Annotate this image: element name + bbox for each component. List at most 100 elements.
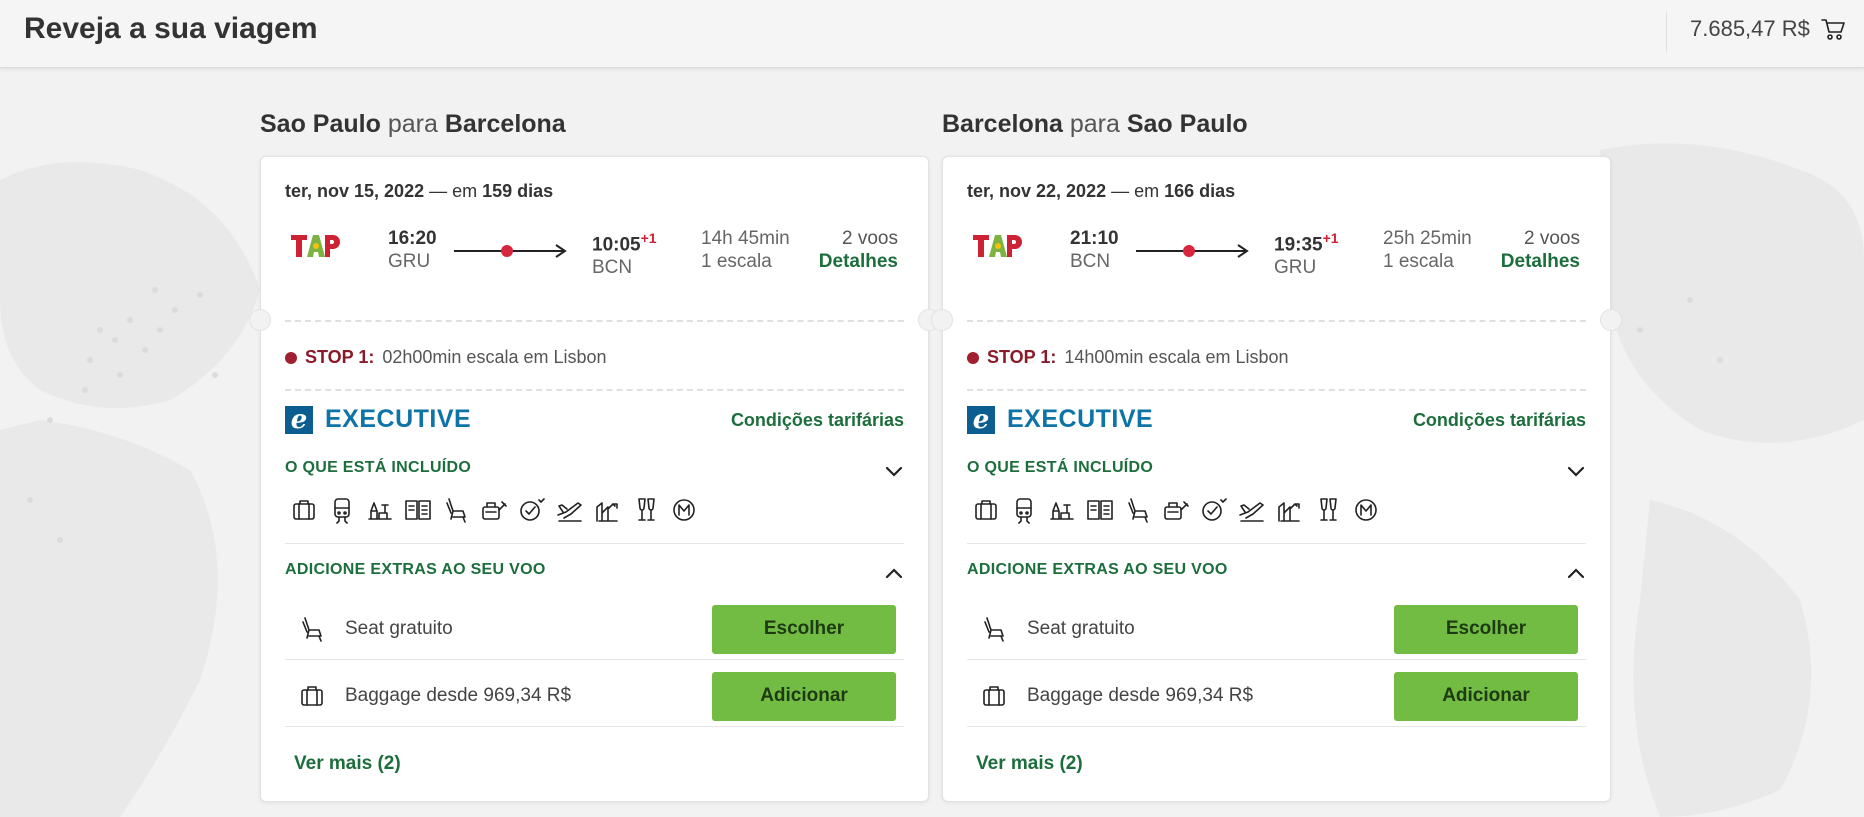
arrival-code: GRU (1274, 257, 1317, 279)
seat-icon (446, 498, 466, 523)
choose-seat-button[interactable]: Escolher (712, 604, 896, 654)
extras-heading[interactable]: ADICIONE EXTRAS AO SEU VOO (967, 561, 1228, 578)
route-line-icon (454, 244, 567, 258)
stop-count: 1 escala (701, 251, 772, 272)
duration-info: 14h 45min 1 escala (701, 227, 790, 273)
duration-info: 25h 25min 1 escala (1383, 227, 1472, 273)
cart-button[interactable]: 7.685,47 R$ (1690, 16, 1846, 42)
departure-code: GRU (388, 251, 431, 272)
trip-card: ter, nov 22, 2022 — em 166 dias 21:10 BC… (931, 156, 1622, 802)
extra-label: Baggage desde 969,34 R$ (345, 685, 572, 706)
chevron-up-icon[interactable] (884, 563, 904, 583)
baggage-icon (975, 500, 997, 520)
upgrade-icon (1278, 502, 1300, 522)
route-origin: Barcelona (942, 110, 1063, 138)
route-title: Sao Paulo para Barcelona (260, 108, 929, 148)
arrival-time: 19:35 (1274, 234, 1323, 256)
return-trip: Barcelona para Sao Paulo ter, nov 22, 20… (931, 108, 1622, 802)
row-divider (967, 726, 1586, 727)
fare-conditions-link[interactable]: Condições tarifárias (1412, 410, 1586, 430)
cabin-name: EXECUTIVE (1007, 405, 1154, 433)
flight-date-sep: — em (1111, 181, 1160, 201)
see-more-link[interactable]: Ver mais (2) (976, 753, 1083, 774)
arrival-day-offset: +1 (1322, 230, 1339, 246)
lounge-icon (368, 502, 392, 520)
arrival-code: BCN (592, 257, 633, 279)
details-link[interactable]: Detalhes (1500, 251, 1580, 272)
extras-heading[interactable]: ADICIONE EXTRAS AO SEU VOO (285, 561, 546, 578)
train-icon (334, 498, 350, 524)
top-bar: Reveja a sua viagem 7.685,47 R$ (0, 0, 1864, 68)
tap-logo-icon (291, 235, 340, 257)
days-until: 166 dias (1164, 181, 1236, 201)
route-destination: Barcelona (444, 110, 566, 138)
upgrade-icon (596, 502, 618, 522)
cabin-class: e EXECUTIVE (967, 405, 1153, 434)
baggage-icon (983, 686, 1005, 706)
card-notch (249, 309, 271, 331)
flight-date-value: ter, nov 15, 2022 (285, 181, 425, 201)
baggage-icon (293, 500, 315, 520)
seat-icon (984, 617, 1004, 642)
boarding-icon (557, 502, 582, 522)
stop-count: 1 escala (1383, 251, 1454, 272)
page-title: Reveja a sua viagem (24, 12, 318, 45)
section-divider (967, 543, 1586, 544)
chevron-down-icon[interactable] (884, 461, 904, 481)
tap-logo-icon (973, 235, 1022, 257)
boarding-icon (1239, 502, 1264, 522)
departure-info: 16:20 GRU (388, 227, 437, 273)
executive-badge-icon: e (967, 405, 995, 434)
drinks-icon (1320, 498, 1337, 521)
stop-info: STOP 1: 14h00min escala em Lisbon (967, 347, 1289, 368)
cabin-name: EXECUTIVE (325, 405, 472, 433)
days-until: 159 dias (482, 181, 554, 201)
extra-label: Seat gratuito (1027, 618, 1135, 639)
arrival-time: 10:05 (592, 234, 641, 256)
dashed-divider (285, 320, 904, 322)
choose-seat-button[interactable]: Escolher (1394, 604, 1578, 654)
trip-card: ter, nov 15, 2022 — em 159 dias 16:20 GR… (249, 156, 940, 802)
priority-icon (1202, 498, 1227, 521)
stop-text: 14h00min escala em Lisbon (1064, 347, 1289, 367)
dashed-divider (967, 320, 1586, 322)
included-heading[interactable]: O QUE ESTÁ INCLUÍDO (285, 459, 472, 476)
chevron-up-icon[interactable] (1566, 563, 1586, 583)
details-link[interactable]: Detalhes (818, 251, 898, 272)
departure-time: 16:20 (388, 228, 437, 249)
route-destination: Sao Paulo (1126, 110, 1248, 138)
cart-icon (1821, 19, 1845, 40)
extra-seat: Seat gratuito Escolher (967, 599, 1578, 659)
add-baggage-button[interactable]: Adicionar (712, 671, 896, 721)
priority-icon (520, 498, 545, 521)
arrival-info: 10:05+1 BCN (592, 227, 657, 279)
miles-icon (1355, 499, 1377, 521)
stop-label: STOP 1: (305, 347, 375, 367)
route-connector: para (387, 110, 438, 138)
lounge-icon (1050, 502, 1074, 520)
add-baggage-button[interactable]: Adicionar (1394, 671, 1578, 721)
press-icon (405, 500, 431, 520)
outbound-trip: Sao Paulo para Barcelona ter, nov 15, 20… (249, 108, 940, 802)
section-divider (285, 543, 904, 544)
stop-text: 02h00min escala em Lisbon (382, 347, 607, 367)
route-origin: Sao Paulo (260, 110, 381, 138)
fare-conditions-link[interactable]: Condições tarifárias (730, 410, 904, 430)
header-divider (1666, 12, 1667, 52)
route-line-icon (1136, 244, 1249, 258)
extra-label: Baggage desde 969,34 R$ (1027, 685, 1254, 706)
see-more-link[interactable]: Ver mais (2) (294, 753, 401, 774)
departure-info: 21:10 BCN (1070, 227, 1119, 273)
extra-label: Seat gratuito (345, 618, 453, 639)
row-divider (285, 659, 904, 660)
flight-date: ter, nov 15, 2022 — em 159 dias (285, 181, 553, 202)
meal-icon (1164, 501, 1189, 520)
flight-date-value: ter, nov 22, 2022 (967, 181, 1107, 201)
included-heading[interactable]: O QUE ESTÁ INCLUÍDO (967, 459, 1154, 476)
row-divider (967, 659, 1586, 660)
departure-time: 21:10 (1070, 228, 1119, 249)
chevron-down-icon[interactable] (1566, 461, 1586, 481)
miles-icon (673, 499, 695, 521)
card-notch (931, 309, 953, 331)
extra-seat: Seat gratuito Escolher (285, 599, 896, 659)
